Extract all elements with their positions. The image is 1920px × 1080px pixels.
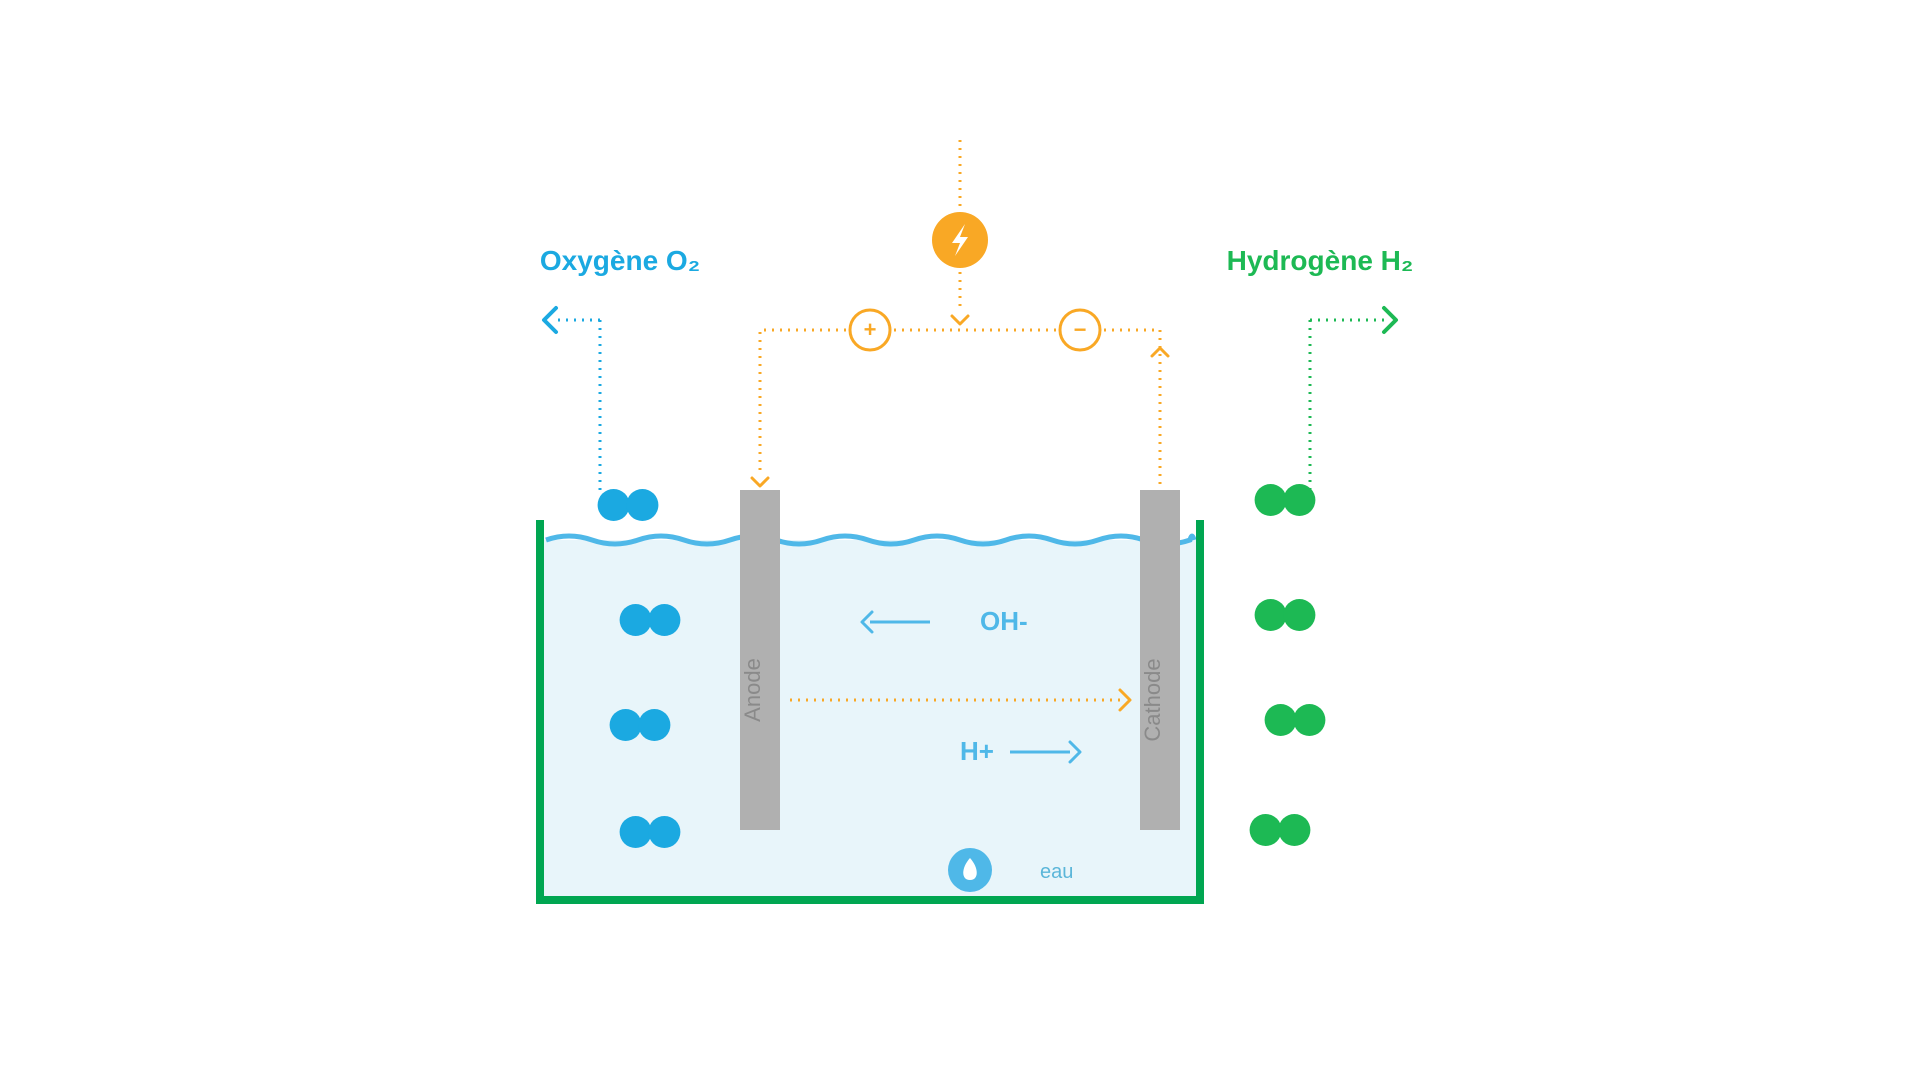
anode-label: Anode (740, 658, 765, 722)
oh-ion-label: OH- (980, 606, 1028, 636)
hydrogen-molecule-1 (1255, 599, 1316, 631)
electrolysis-diagram: Anode Cathode + − Oxygène O₂ Hydrogène H₂ OH- H… (0, 0, 1920, 1080)
svg-text:−: − (1074, 317, 1087, 342)
hydrogen-molecule-3 (1250, 814, 1311, 846)
hplus-ion-label: H+ (960, 736, 994, 766)
hydrogen-molecule-2 (1265, 704, 1326, 736)
hydrogen-molecule-0 (1255, 484, 1316, 516)
cathode-label: Cathode (1140, 658, 1165, 741)
eau-label: eau (1040, 861, 1073, 883)
oxygen-label: Oxygène O₂ (540, 245, 700, 276)
oxygen-molecule-0 (598, 489, 659, 521)
svg-text:+: + (864, 317, 877, 342)
hydrogen-label: Hydrogène H₂ (1227, 245, 1414, 276)
